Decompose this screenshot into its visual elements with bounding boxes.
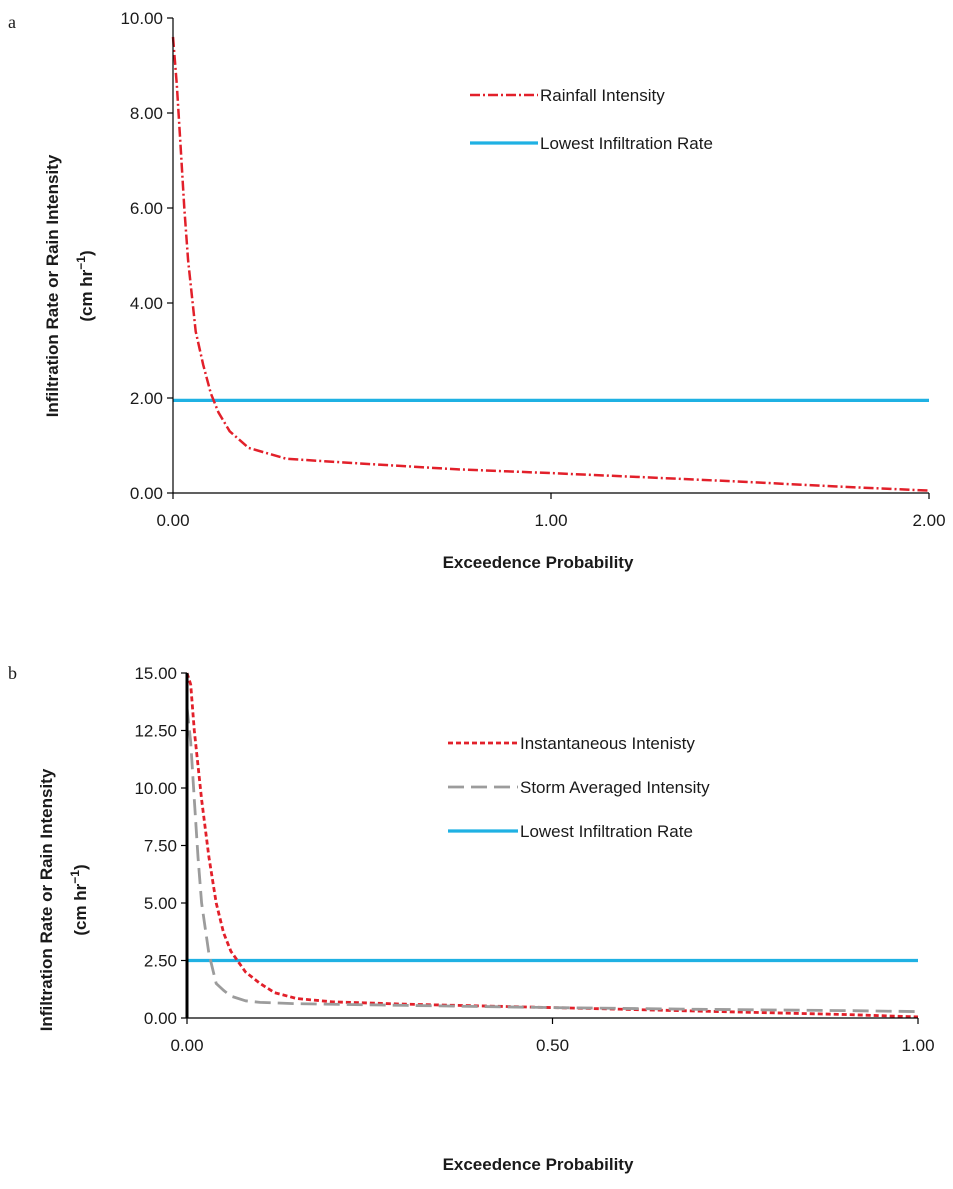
panel-a-y-tick-label: 6.00 <box>130 199 163 218</box>
panel-a-y-label-line2: (cm hr−1) <box>74 250 96 321</box>
panel-b-series-line-1 <box>185 672 919 1019</box>
panel-b-legend-label-2: Storm Averaged Intensity <box>520 778 710 797</box>
panel-b-y-axis-title: Infiltration Rate or Rain Intensity (cm … <box>37 768 90 1031</box>
panel-a-series-line-1 <box>171 36 930 492</box>
panel-b-y-tick-label: 2.50 <box>144 952 177 971</box>
panel-a-y-axis-title: Infiltration Rate or Rain Intensity (cm … <box>43 154 96 417</box>
panel-b-series <box>185 672 919 1019</box>
panel-a-x-tick-label: 0.00 <box>156 511 189 530</box>
panel-b-y-unit-close: ) <box>71 864 90 870</box>
panel-a-legend-label-1: Rainfall Intensity <box>540 86 665 105</box>
panel-a-y-label-line1: Infiltration Rate or Rain Intensity <box>43 154 62 417</box>
panel-b-y-unit-base: (cm hr <box>71 883 90 935</box>
panel-a-x-tick-label: 2.00 <box>912 511 945 530</box>
panel-a-legend-label-2: Lowest Infiltration Rate <box>540 134 713 153</box>
panel-a-ticks: 0.00 2.00 4.00 6.00 8.00 10.00 0.00 1.00 2.00 <box>120 9 945 530</box>
panel-b-legend: Instantaneous Intenisty Storm Averaged In… <box>448 734 710 841</box>
panel-b-letter: b <box>8 663 17 683</box>
panel-a-y-unit-base: (cm hr <box>77 269 96 321</box>
panel-a-y-tick-label: 2.00 <box>130 389 163 408</box>
panel-b-y-tick-label: 10.00 <box>134 779 177 798</box>
panel-b-x-axis-title: Exceedence Probability <box>443 1155 634 1174</box>
panel-a-x-axis-title: Exceedence Probability <box>443 553 634 572</box>
panel-a-axes <box>172 18 929 494</box>
panel-b-axes <box>185 673 918 1019</box>
panel-a-y-unit-exp: −1 <box>74 256 88 270</box>
panel-a-y-tick-label: 4.00 <box>130 294 163 313</box>
panel-b-y-tick-label: 5.00 <box>144 894 177 913</box>
panel-b-legend-label-1: Instantaneous Intenisty <box>520 734 695 753</box>
panel-b-x-tick-label: 1.00 <box>901 1036 934 1055</box>
panel-b-y-tick-label: 15.00 <box>134 664 177 683</box>
panel-a-series <box>171 36 930 492</box>
panel-b-y-unit-exp: −1 <box>68 870 82 884</box>
panel-b-y-tick-label: 0.00 <box>144 1009 177 1028</box>
panel-a-y-tick-label: 10.00 <box>120 9 163 28</box>
panel-a-letter: a <box>8 12 16 32</box>
panel-b-y-tick-label: 7.50 <box>144 837 177 856</box>
panel-b-x-tick-label: 0.50 <box>536 1036 569 1055</box>
panel-b-legend-label-3: Lowest Infiltration Rate <box>520 822 693 841</box>
panel-a-y-tick-label: 8.00 <box>130 104 163 123</box>
panel-b-y-tick-label: 12.50 <box>134 722 177 741</box>
panel-b-series-line-2 <box>185 707 919 1013</box>
panel-b-ticks: 0.00 2.50 5.00 7.50 10.00 12.50 15.00 0.00 0.50 1… <box>134 664 934 1055</box>
chart-panel-b: b 0.00 2.50 5.00 7.50 10.00 12.50 15.00 0.00 0.5… <box>8 663 935 1174</box>
panel-b-y-label-line2: (cm hr−1) <box>68 864 90 935</box>
panel-b-x-tick-label: 0.00 <box>170 1036 203 1055</box>
panel-b-y-label-line1: Infiltration Rate or Rain Intensity <box>37 768 56 1031</box>
panel-a-y-unit-close: ) <box>77 250 96 256</box>
panel-a-y-tick-label: 0.00 <box>130 484 163 503</box>
panel-a-x-tick-label: 1.00 <box>534 511 567 530</box>
panel-a-legend: Rainfall Intensity Lowest Infiltration Ra… <box>470 86 713 153</box>
